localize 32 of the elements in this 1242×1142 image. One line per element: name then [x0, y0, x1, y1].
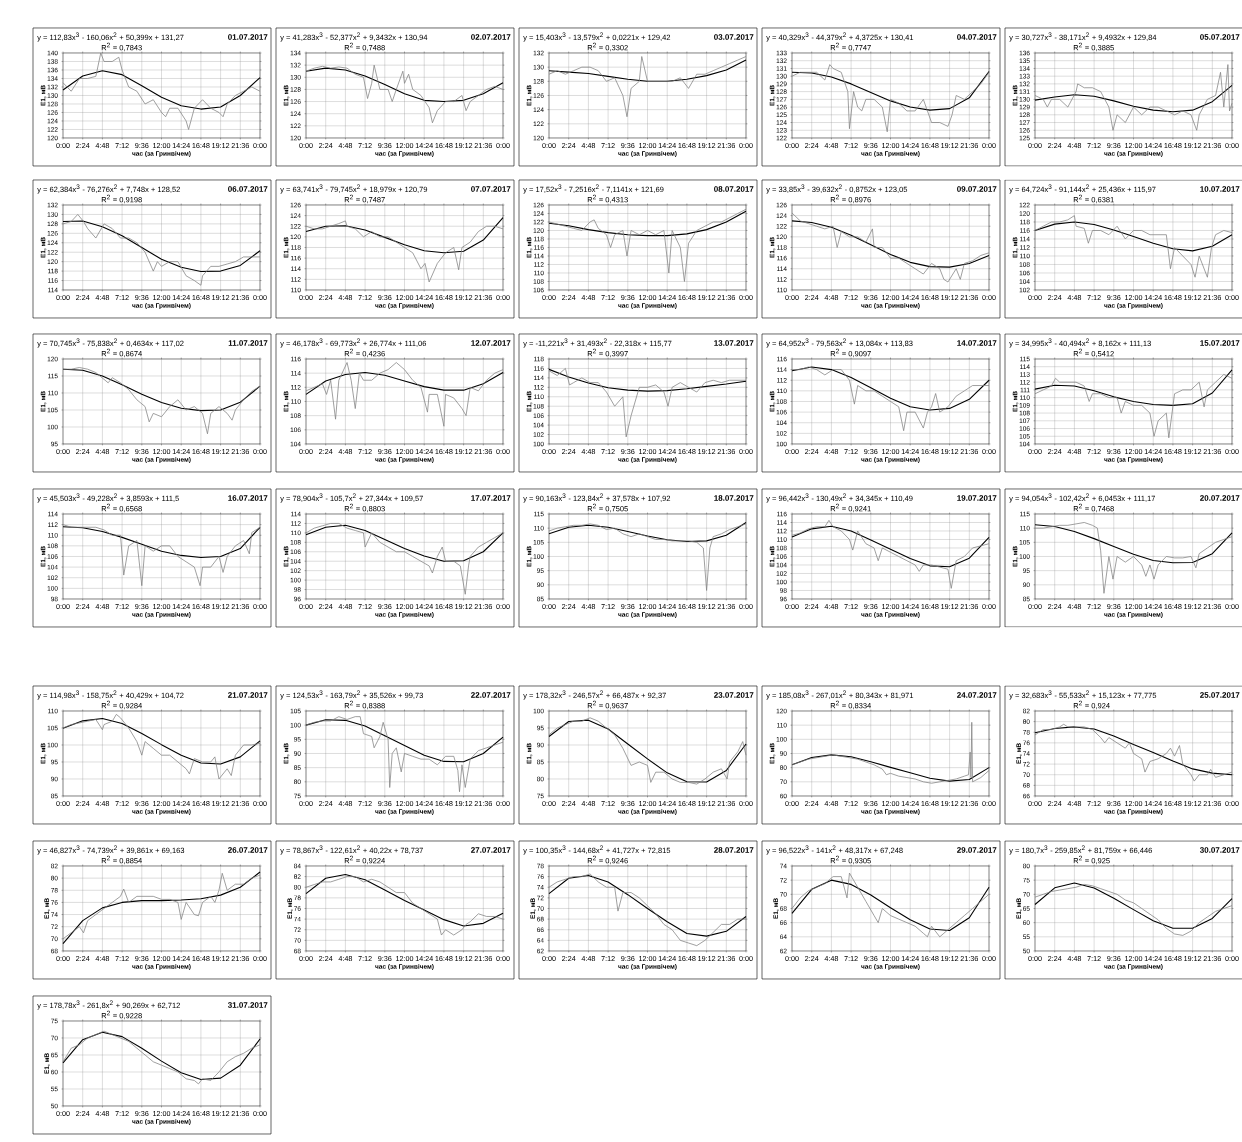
chart-title: 16.07.2017 [228, 495, 268, 501]
chart-title: 27.07.2017 [471, 847, 511, 853]
chart-title: 10.07.2017 [1200, 186, 1240, 192]
chart-title: 03.07.2017 [714, 34, 754, 40]
chart-title: 15.07.2017 [1200, 340, 1240, 346]
chart-title: 25.07.2017 [1200, 692, 1240, 698]
chart-title: 18.07.2017 [714, 495, 754, 501]
chart-title: 26.07.2017 [228, 847, 268, 853]
chart-title: 12.07.2017 [471, 340, 511, 346]
chart-title: 07.07.2017 [471, 186, 511, 192]
chart-title: 24.07.2017 [957, 692, 997, 698]
chart-title: 06.07.2017 [228, 186, 268, 192]
chart-title: 11.07.2017 [228, 340, 268, 346]
chart-title: 08.07.2017 [714, 186, 754, 192]
chart-title: 28.07.2017 [714, 847, 754, 853]
chart-title: 30.07.2017 [1199, 847, 1240, 853]
line-series [305, 716, 504, 793]
chart-title: 31.07.2017 [227, 1002, 268, 1008]
chart-title: 19.07.2017 [957, 495, 997, 501]
chart-title: 29.07.2017 [957, 847, 997, 853]
chart-title: 23.07.2017 [714, 692, 754, 698]
chart-title: 05.07.2017 [1200, 34, 1240, 40]
chart-title: 13.07.2017 [714, 340, 754, 346]
chart-title: 17.07.2017 [471, 495, 511, 501]
chart-title: 21.07.2017 [228, 692, 268, 698]
chart-title: 04.07.2017 [957, 34, 997, 40]
chart-title: 02.07.2017 [471, 34, 511, 40]
chart-title: 14.07.2017 [957, 340, 997, 346]
chart-title: 20.07.2017 [1200, 495, 1240, 501]
chart-title: 01.07.2017 [228, 34, 268, 40]
chart-title: 09.07.2017 [957, 186, 997, 192]
chart-title: 22.07.2017 [471, 692, 511, 698]
